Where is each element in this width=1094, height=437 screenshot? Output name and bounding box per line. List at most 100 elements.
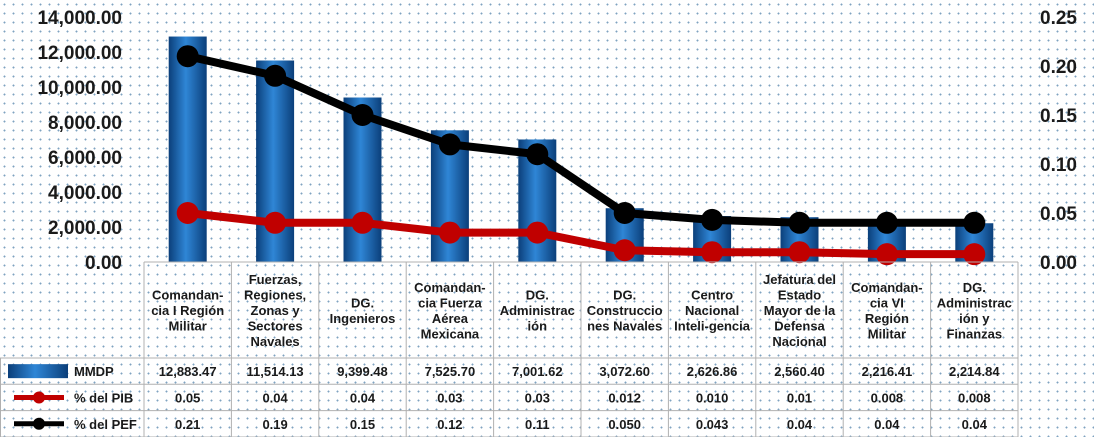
category-label: Fuerzas, Regiones, Zonas y Sectores Navales	[244, 272, 306, 349]
table-cell-value: 0.012	[608, 390, 641, 405]
right-axis: 0.00 0.05 0.10 0.15 0.20 0.25	[1040, 8, 1077, 274]
table-cell-value: 0.010	[696, 390, 729, 405]
category-label-line: Militar	[169, 319, 207, 334]
category-label-line: Regiones,	[244, 288, 306, 303]
category-label-line: Defensa	[774, 319, 825, 334]
category-label-line: Nacional	[772, 334, 826, 349]
point	[351, 104, 374, 126]
point	[526, 221, 549, 244]
legend-label: MMDP	[74, 364, 114, 379]
category-label-line: Zonas y	[251, 303, 301, 318]
category-label: DG. Ingenieros	[330, 295, 396, 326]
category-label-line: Sectores	[248, 319, 303, 334]
left-axis-tick-label: 10,000.00	[37, 78, 122, 99]
category-label-line: Fuerzas,	[249, 272, 302, 287]
table-cell-value: 0.04	[787, 417, 813, 432]
table-cell-value: 2,216.41	[862, 364, 913, 379]
legend-label: % del PEF	[74, 417, 137, 432]
table-cell-value: 0.043	[696, 417, 729, 432]
legend-key-marker	[33, 417, 45, 430]
category-label-line: ión	[528, 319, 548, 334]
right-axis-tick-label: 0.05	[1040, 204, 1077, 225]
table-cell-value: 0.008	[958, 390, 991, 405]
table-cell-value: 0.03	[437, 390, 462, 405]
series-line	[183, 52, 979, 227]
right-axis-tick-label: 0.15	[1040, 106, 1077, 127]
category-label: DG. Construccio nes Navales	[587, 288, 663, 334]
point	[264, 211, 287, 234]
category-label-line: Construccio	[587, 303, 663, 318]
category-label-line: cia I Región	[151, 303, 224, 318]
category-label: Jefatura del Estado Mayor de la Defensa Naci…	[763, 272, 836, 349]
left-axis-tick-label: 2,000.00	[48, 218, 122, 239]
table-cell-value: 7,525.70	[425, 364, 476, 379]
table-cell-value: 0.03	[525, 390, 550, 405]
right-axis-tick-label: 0.00	[1040, 253, 1077, 274]
category-label-line: DG.	[963, 280, 986, 295]
point	[875, 211, 898, 234]
category-label-line: Comandan-	[414, 280, 486, 295]
table-cell-value: 0.04	[874, 417, 900, 432]
category-label-line: cia VI	[870, 295, 904, 310]
left-axis-tick-label: 12,000.00	[37, 43, 122, 64]
point	[963, 211, 986, 234]
bar-series	[168, 36, 994, 263]
point	[875, 243, 898, 266]
table-cell-value: 0.19	[262, 417, 287, 432]
point	[701, 241, 724, 264]
category-label-line: Inteli-gencia	[674, 319, 751, 334]
category-label-line: DG.	[613, 288, 636, 303]
category-label: Comandan-cia I Región Militar	[151, 288, 224, 334]
point	[613, 202, 636, 224]
category-label-line: Aérea	[432, 311, 469, 326]
series-line	[183, 209, 979, 259]
category-label-line: cia Fuerza	[418, 295, 482, 310]
legend-key-mmdp	[8, 364, 68, 379]
category-label-line: Administrac	[500, 303, 575, 318]
point	[438, 133, 461, 156]
bar	[168, 36, 207, 262]
left-axis-tick-label: 14,000.00	[37, 8, 122, 29]
point	[264, 64, 287, 87]
category-label-line: Comandan-	[152, 288, 224, 303]
point	[963, 243, 986, 266]
table-cell-value: 2,214.84	[949, 364, 1000, 379]
table-cell-value: 2,560.40	[774, 364, 825, 379]
table-cell-value: 0.21	[175, 417, 200, 432]
left-axis-tick-label: 8,000.00	[48, 113, 122, 134]
category-label-line: Estado	[778, 288, 821, 303]
line-series	[176, 45, 986, 266]
category-label-line: Región	[865, 311, 909, 326]
table-cell-value: 2,626.86	[687, 364, 738, 379]
left-axis: 0.00 2,000.00 4,000.00 6,000.00 8,000.00 10,0…	[37, 8, 122, 274]
category-label-line: Jefatura del	[763, 272, 836, 287]
category-label: DG. Administrac ión	[500, 288, 575, 334]
category-label-line: DG.	[351, 295, 374, 310]
table-cell-value: 0.12	[437, 417, 462, 432]
table-cell-value: 0.15	[350, 417, 375, 432]
table-cell-value: 7,001.62	[512, 364, 563, 379]
table-cell-value: 12,883.47	[159, 364, 217, 379]
point	[788, 241, 811, 264]
category-label: Comandan-cia VI Región Militar	[851, 280, 923, 342]
category-label-line: ión y	[959, 311, 990, 326]
left-axis-tick-label: 4,000.00	[48, 183, 122, 204]
table-cell-value: 9,399.48	[337, 364, 388, 379]
category-label-line: Finanzas	[946, 326, 1002, 341]
category-label: Comandan-cia Fuerza Aérea Mexicana	[414, 280, 486, 342]
category-label-line: Navales	[251, 334, 300, 349]
point	[176, 45, 199, 68]
point	[351, 211, 374, 234]
table-cell-value: 0.04	[350, 390, 376, 405]
table-cell-value: 3,072.60	[599, 364, 650, 379]
category-label-line: Mexicana	[421, 326, 480, 341]
point	[176, 202, 199, 224]
legend-key-marker	[33, 391, 45, 404]
point	[526, 143, 549, 166]
category-label-line: Militar	[868, 326, 906, 341]
right-axis-tick-label: 0.10	[1040, 155, 1077, 176]
category-label: Centro Nacional Inteli-gencia	[674, 288, 751, 334]
category-label-line: Ingenieros	[330, 311, 396, 326]
category-label-line: Nacional	[685, 303, 739, 318]
